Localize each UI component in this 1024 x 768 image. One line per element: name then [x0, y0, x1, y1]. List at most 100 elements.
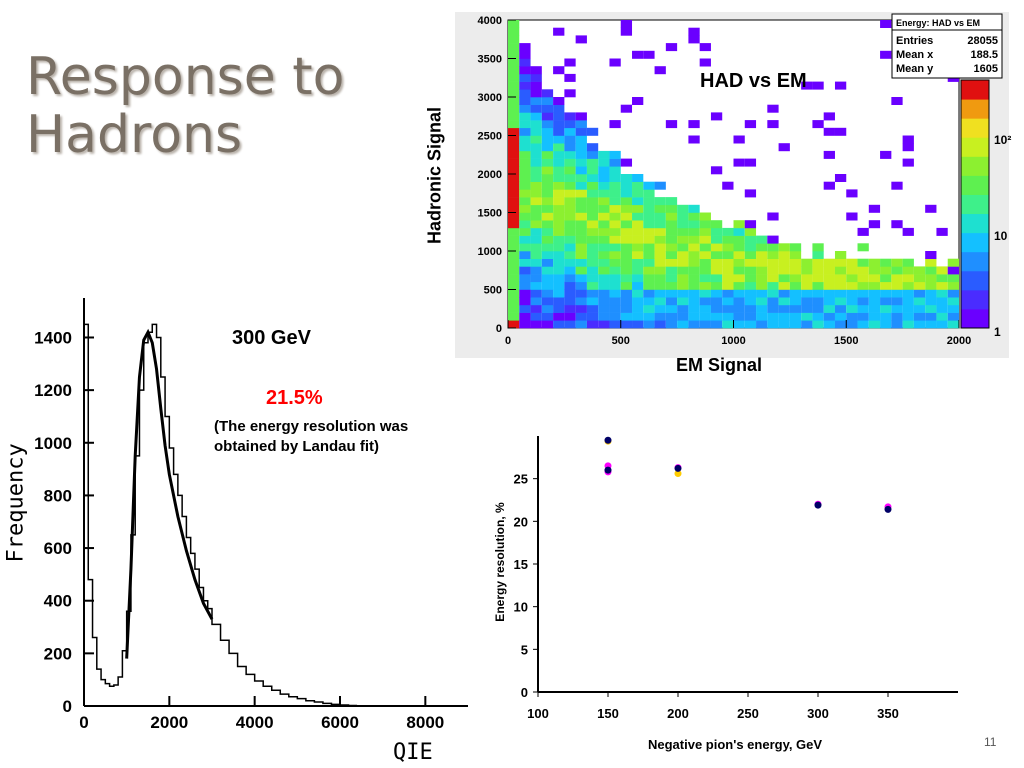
heatmap-cell: [598, 235, 610, 244]
heatmap-cell: [564, 304, 576, 313]
heatmap-cell: [925, 251, 937, 259]
heatmap-cell: [733, 258, 745, 267]
heatmap-cell: [643, 312, 655, 321]
scatter-point: [604, 466, 612, 474]
heatmap-cell: [586, 220, 599, 229]
heatmap-cell: [519, 158, 531, 167]
heatmap-cell: [778, 289, 790, 298]
heatmap-cell: [553, 251, 565, 259]
heatmap-cell: [925, 304, 937, 313]
heatmap-cell: [620, 212, 633, 221]
heatmap-cell: [665, 320, 678, 329]
heatmap-cell: [665, 235, 678, 244]
heatmap-cell: [541, 320, 554, 329]
heatmap-cell: [654, 289, 666, 298]
heatmap-cell: [609, 258, 621, 267]
heatmap-cell: [632, 212, 644, 221]
heatmap-cell: [677, 243, 689, 252]
heatmap-cell: [541, 150, 554, 159]
heatmap-cell: [609, 181, 621, 190]
heatmap-cell: [767, 258, 779, 267]
heatmap-cell: [710, 243, 723, 252]
heatmap-cell: [586, 320, 599, 329]
heatmap-cell: [541, 258, 554, 267]
heatmap-cell: [598, 281, 610, 290]
heatmap-cell: [722, 258, 734, 267]
heatmap-cell: [620, 297, 633, 306]
heatmap-cell: [733, 135, 745, 144]
heatmap-y-tick-label: 3000: [478, 92, 502, 104]
heatmap-cell: [677, 289, 689, 298]
heatmap-cell: [812, 251, 824, 259]
scatter-y-tick-label: 10: [514, 600, 528, 615]
scatter-x-tick-label: 150: [597, 706, 619, 721]
heatmap-cell: [857, 297, 869, 306]
heatmap-cell: [722, 266, 734, 275]
colorbar-segment: [961, 308, 989, 329]
heatmap-cell: [541, 289, 554, 298]
heatmap-cell: [553, 135, 565, 144]
heatmap-cell: [857, 243, 869, 252]
scatter-y-tick-label: 20: [514, 514, 528, 529]
heatmap-cell: [880, 312, 892, 321]
heatmap-cell: [620, 174, 633, 182]
heatmap-cell: [530, 251, 542, 259]
heatmap-cell: [598, 274, 610, 283]
heatmap-cell: [620, 220, 633, 229]
heatmap-cell: [643, 251, 655, 259]
heatmap-cell: [823, 289, 835, 298]
heatmap-cell: [801, 304, 813, 313]
heatmap-cell: [508, 112, 520, 121]
heatmap-cell: [553, 104, 565, 113]
histogram-x-axis-label: QIE: [393, 740, 433, 765]
heatmap-cell: [868, 274, 881, 283]
heatmap-cell: [541, 181, 554, 190]
heatmap-cell: [553, 181, 565, 190]
heatmap-cell: [541, 174, 554, 182]
heatmap-cell: [575, 320, 587, 329]
heatmap-cell: [553, 150, 565, 159]
heatmap-cell: [553, 281, 565, 290]
heatmap-cell: [564, 281, 576, 290]
heatmap-cell: [665, 258, 678, 267]
heatmap-cell: [508, 120, 520, 129]
heatmap-cell: [598, 320, 610, 329]
heatmap-cell: [508, 166, 520, 175]
heatmap-cell: [947, 258, 959, 267]
heatmap-cell: [530, 104, 542, 113]
heatmap-cell: [508, 243, 520, 252]
heatmap-cell: [530, 181, 542, 190]
heatmap-cell: [947, 320, 959, 329]
heatmap-cell: [519, 289, 531, 298]
heatmap-cell: [778, 258, 790, 267]
heatmap-cell: [530, 197, 542, 206]
heatmap-cell: [519, 43, 531, 52]
heatmap-cell: [699, 274, 711, 283]
scatter-y-tick-label: 0: [521, 685, 528, 700]
heatmap-cell: [913, 274, 926, 283]
heatmap-cell: [789, 304, 802, 313]
heatmap-cell: [553, 227, 565, 236]
heatmap-cell: [902, 158, 914, 167]
heatmap-cell: [778, 243, 790, 252]
heatmap-cell: [598, 266, 610, 275]
heatmap-cell: [688, 289, 700, 298]
heatmap-cell: [857, 304, 869, 313]
heatmap-cell: [632, 320, 644, 329]
heatmap-cell: [575, 227, 587, 236]
heatmap-cell: [744, 266, 757, 275]
heatmap-cell: [733, 289, 745, 298]
heatmap-cell: [733, 297, 745, 306]
heatmap-cell: [643, 181, 655, 190]
heatmap-cell: [688, 266, 700, 275]
heatmap-cell: [508, 158, 520, 167]
heatmap-cell: [654, 243, 666, 252]
heatmap-cell: [677, 281, 689, 290]
heatmap-cell: [541, 243, 554, 252]
heatmap-cell: [880, 258, 892, 267]
heatmap-cell: [710, 258, 723, 267]
heatmap-cell: [564, 258, 576, 267]
heatmap-cell: [643, 304, 655, 313]
heatmap-cell: [553, 320, 565, 329]
heatmap-cell: [519, 150, 531, 159]
